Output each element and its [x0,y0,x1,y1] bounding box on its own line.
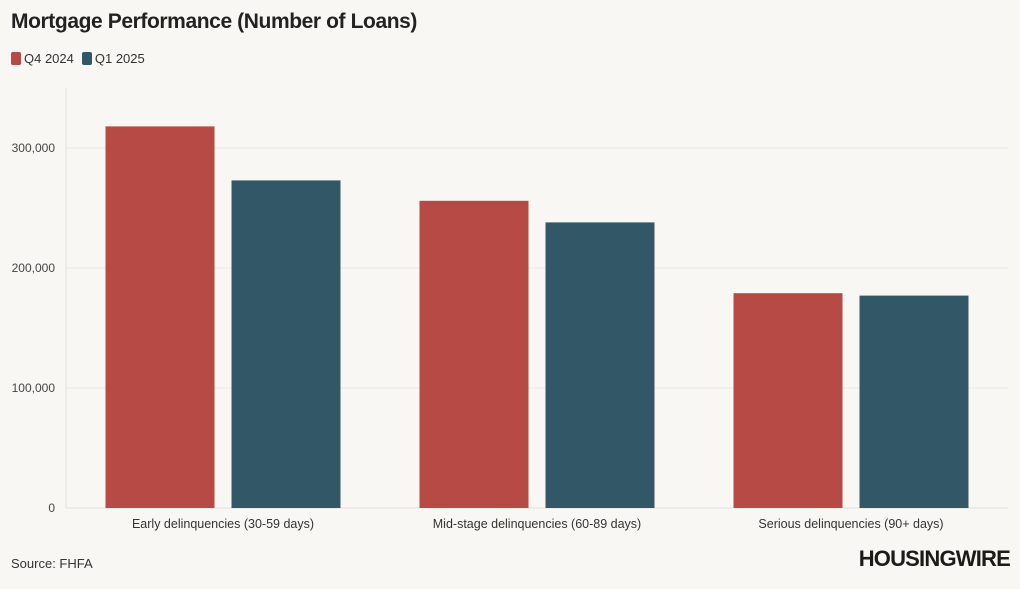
y-tick-label-0: 0 [48,501,55,515]
legend-swatch-q1-2025 [81,52,92,65]
chart-title: Mortgage Performance (Number of Loans) [11,10,418,33]
legend-item-q1-2025[interactable]: Q1 2025 [81,51,145,66]
bar-q1-2025-3[interactable] [859,295,969,508]
y-tick-label-1: 100,000 [12,381,56,395]
bar-q1-2025-2[interactable] [545,222,655,508]
bar-q1-2025-1[interactable] [231,180,341,508]
x-tick-label-2: Mid-stage delinquencies (60-89 days) [433,517,641,531]
legend: Q4 2024 Q1 2025 [11,51,153,66]
legend-label-q4-2024: Q4 2024 [24,51,74,66]
legend-item-q4-2024[interactable]: Q4 2024 [11,51,74,66]
bar-q4-2024-3[interactable] [733,293,843,508]
y-tick-label-2: 200,000 [12,261,56,275]
legend-swatch-q4-2024 [11,52,21,65]
housingwire-logo: HOUSINGWIRE [858,546,1011,571]
legend-label-q1-2025: Q1 2025 [94,51,145,66]
x-tick-label-1: Early delinquencies (30-59 days) [132,517,314,531]
y-tick-label-3: 300,000 [12,141,56,155]
bar-q4-2024-1[interactable] [105,126,215,509]
bar-q4-2024-2[interactable] [419,200,529,509]
x-tick-label-3: Serious delinquencies (90+ days) [758,517,943,531]
source-note: Source: FHFA [11,556,93,571]
